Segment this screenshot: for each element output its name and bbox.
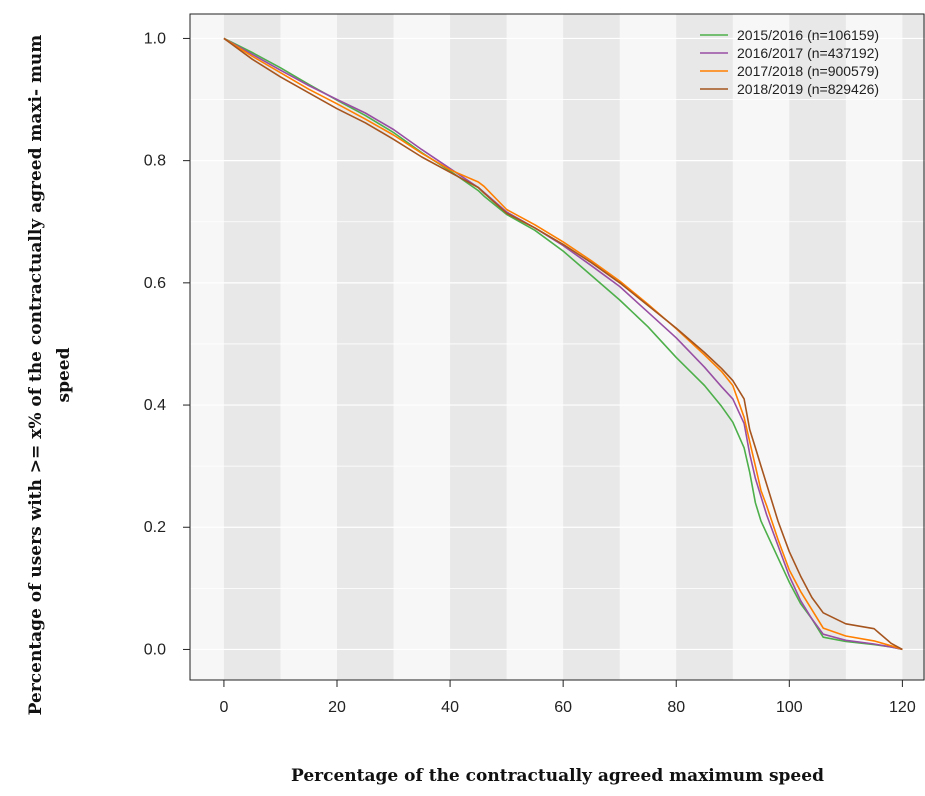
x-tick-label: 100 [776, 699, 803, 716]
x-axis-ticks: 0 20 40 60 80 100 120 [219, 680, 915, 716]
band [224, 14, 281, 680]
band [902, 14, 925, 680]
y-tick-label: 0.2 [144, 519, 166, 536]
legend-label: 2017/2018 (n=900579) [737, 63, 879, 79]
band [563, 14, 620, 680]
legend-label: 2015/2016 (n=106159) [737, 27, 879, 43]
legend-label: 2018/2019 (n=829426) [737, 81, 879, 97]
band [450, 14, 507, 680]
x-tick-label: 40 [441, 699, 459, 716]
band [789, 14, 846, 680]
y-axis-ticks: 0.0 0.2 0.4 0.6 0.8 1.0 [144, 30, 190, 658]
x-tick-label: 20 [328, 699, 346, 716]
y-tick-label: 0.6 [144, 275, 166, 292]
x-tick-label: 0 [219, 699, 228, 716]
y-tick-label: 1.0 [144, 30, 166, 47]
y-axis-label: Percentage of users with >= x% of the co… [22, 25, 78, 725]
x-tick-label: 120 [889, 699, 916, 716]
y-tick-label: 0.4 [144, 397, 166, 414]
background-bands [190, 14, 925, 680]
y-tick-label: 0.8 [144, 153, 166, 170]
y-tick-label: 0.0 [144, 641, 166, 658]
x-axis-label: Percentage of the contractually agreed m… [190, 766, 925, 786]
x-tick-label: 60 [554, 699, 572, 716]
x-tick-label: 80 [667, 699, 685, 716]
legend-label: 2016/2017 (n=437192) [737, 45, 879, 61]
